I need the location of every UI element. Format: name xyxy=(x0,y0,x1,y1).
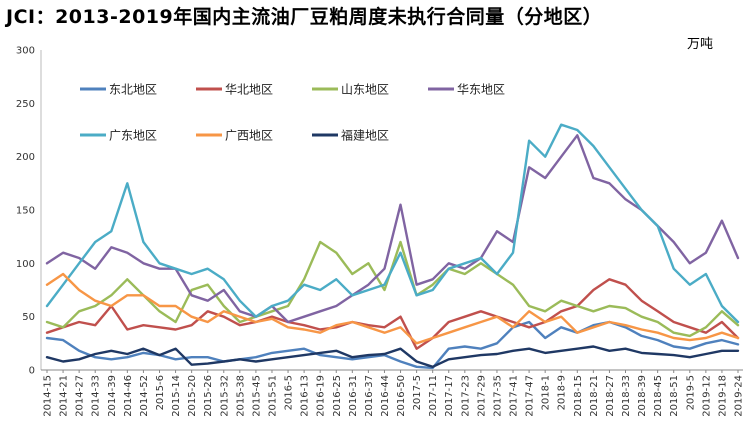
series-line-6 xyxy=(45,345,740,368)
x-tick-label: 2016-25 xyxy=(332,375,343,417)
series-lines xyxy=(45,123,740,370)
x-tick-label: 2014-27 xyxy=(75,375,86,417)
y-tick-label: 0 xyxy=(29,366,35,377)
series-line-0 xyxy=(45,320,740,370)
x-tick-label: 2016-37 xyxy=(364,375,375,417)
x-tick-label: 2016-31 xyxy=(348,375,359,417)
legend-label: 广东地区 xyxy=(109,129,157,143)
x-tick-label: 2017-47 xyxy=(525,375,536,417)
legend-label: 华北地区 xyxy=(225,83,273,97)
x-tick-label: 2019-12 xyxy=(701,375,712,417)
y-tick-label: 50 xyxy=(22,312,35,323)
x-tick-label: 2016-19 xyxy=(316,375,327,417)
x-tick-label: 2018-9 xyxy=(557,375,568,410)
series-line-1 xyxy=(45,278,740,350)
x-tick-label: 2015-26 xyxy=(203,375,214,417)
x-tick-label: 2015-38 xyxy=(235,375,246,417)
x-tick-label: 2015-32 xyxy=(219,375,230,417)
x-tick-label: 2014-39 xyxy=(107,375,118,417)
x-tick-label: 2017-17 xyxy=(444,375,455,417)
x-ticks: 2014-15 2014-21 2014-27 2014-33 2014-39 2014-… xyxy=(43,370,745,417)
legend-label: 山东地区 xyxy=(341,83,389,97)
series-line-5 xyxy=(45,272,740,345)
x-tick-label: 2018-21 xyxy=(589,375,600,417)
y-tick-label: 150 xyxy=(16,206,35,217)
x-tick-label: 2015-14 xyxy=(171,375,182,417)
chart-title: JCI：2013-2019年国内主流油厂豆粕周度未执行合同量（分地区） xyxy=(6,6,603,28)
x-tick-label: 2017-41 xyxy=(509,375,520,417)
x-tick-label: 2019-24 xyxy=(734,375,745,417)
x-tick-label: 2019-5 xyxy=(685,375,696,410)
y-ticks: 0 50 100 150 200 250 300 xyxy=(16,46,35,377)
x-tick-label: 2017-5 xyxy=(412,375,423,410)
x-tick-label: 2017-11 xyxy=(428,375,439,417)
x-tick-label: 2017-23 xyxy=(460,375,471,417)
x-tick-label: 2018-27 xyxy=(605,375,616,417)
y-tick-label: 100 xyxy=(16,259,35,270)
x-tick-label: 2018-15 xyxy=(573,375,584,417)
x-tick-label: 2016-50 xyxy=(396,375,407,417)
x-tick-label: 2015-20 xyxy=(187,375,198,417)
x-tick-label: 2015-6 xyxy=(155,375,166,410)
x-tick-label: 2017-35 xyxy=(492,375,503,417)
unit-label: 万吨 xyxy=(687,37,714,52)
x-tick-label: 2018-51 xyxy=(669,375,680,417)
x-tick-label: 2014-15 xyxy=(43,375,54,417)
series-line-3 xyxy=(45,134,740,324)
x-tick-label: 2019-18 xyxy=(717,375,728,417)
x-tick-label: 2014-33 xyxy=(91,375,102,417)
series-line-4 xyxy=(45,123,740,324)
x-tick-label: 2018-33 xyxy=(621,375,632,417)
y-tick-label: 250 xyxy=(16,99,35,110)
x-tick-label: 2018-1 xyxy=(541,375,552,410)
legend-label: 东北地区 xyxy=(109,83,157,97)
x-tick-label: 2015-45 xyxy=(251,375,262,417)
x-tick-label: 2017-29 xyxy=(476,375,487,417)
x-tick-label: 2018-39 xyxy=(637,375,648,417)
x-tick-label: 2016-44 xyxy=(380,375,391,417)
x-tick-label: 2016-5 xyxy=(284,375,295,410)
legend-label: 福建地区 xyxy=(341,128,389,143)
series-line-2 xyxy=(45,240,740,338)
x-tick-label: 2014-46 xyxy=(123,375,134,417)
legend-label: 华东地区 xyxy=(457,83,505,97)
x-tick-label: 2018-45 xyxy=(653,375,664,417)
x-tick-label: 2015-51 xyxy=(267,375,278,417)
x-tick-label: 2014-52 xyxy=(139,375,150,417)
x-tick-label: 2016-13 xyxy=(300,375,311,417)
x-tick-label: 2014-21 xyxy=(59,375,70,417)
y-tick-label: 200 xyxy=(16,152,35,163)
y-tick-label: 300 xyxy=(16,46,35,57)
legend-label: 广西地区 xyxy=(225,129,273,143)
